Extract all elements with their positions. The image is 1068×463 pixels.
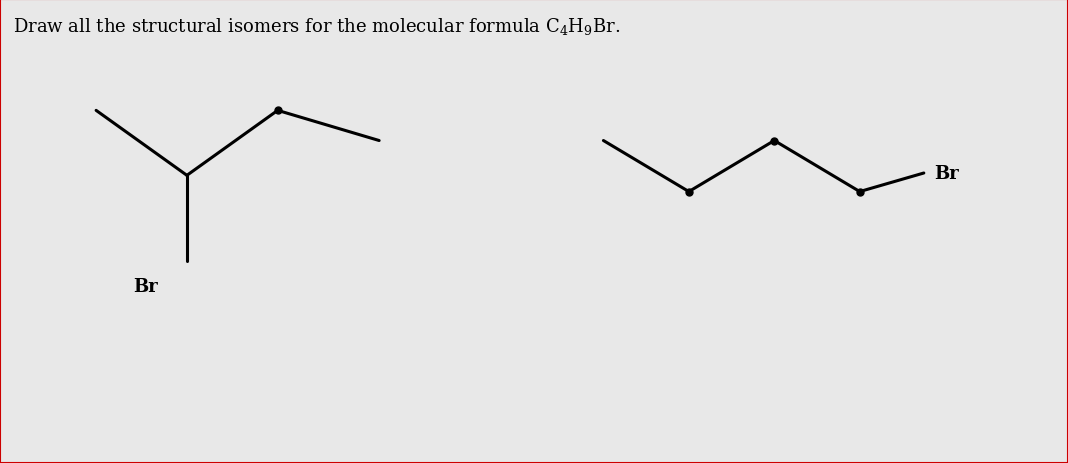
Text: Br: Br	[134, 278, 158, 296]
Text: Br: Br	[934, 165, 959, 182]
Text: Draw all the structural isomers for the molecular formula $\mathregular{C_4H_9Br: Draw all the structural isomers for the …	[13, 16, 621, 37]
